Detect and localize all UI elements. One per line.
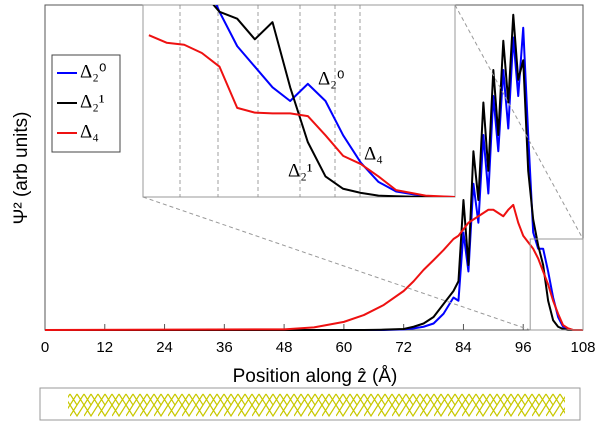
curves — [44, 13, 583, 331]
plot — [142, 4, 456, 198]
series-line — [215, 5, 455, 197]
annotation: Δ₄ — [364, 143, 383, 164]
x-tick-label: 48 — [276, 339, 293, 356]
y-axis-label: Ψ² (arb units) — [11, 111, 32, 224]
x-tick-label: 36 — [216, 339, 233, 356]
annotation: Δ₂¹ — [288, 160, 313, 181]
x-axis-label: Position along ẑ (Å) — [233, 366, 398, 387]
x-tick-label: 60 — [336, 339, 353, 356]
plot-frame — [142, 4, 456, 198]
x-tick-label: 96 — [515, 339, 532, 356]
series-line — [148, 34, 455, 197]
plots: 0 12 24 36 48 60 72 84 96 108 Δ₂⁰ Δ₂¹ Δ₄ — [41, 4, 596, 356]
legend-label: Δ₂⁰ — [80, 61, 106, 82]
legend-label: Δ₄ — [80, 121, 99, 142]
x-tick-label: 24 — [156, 339, 173, 356]
slab-atoms — [68, 388, 565, 420]
series-line — [212, 5, 455, 197]
curves — [148, 5, 455, 197]
x-tick-label: 84 — [455, 339, 472, 356]
annotation: Δ₂⁰ — [318, 68, 344, 89]
x-tick-label: 0 — [41, 339, 49, 356]
x-tick-label: 72 — [395, 339, 412, 356]
slab — [39, 387, 581, 421]
zoom-connector — [454, 4, 584, 240]
zoom-connector — [142, 196, 531, 331]
series-line — [44, 203, 583, 331]
x-tick-label: 108 — [570, 339, 595, 356]
x-tick-label: 12 — [96, 339, 113, 356]
zoom-box — [529, 238, 584, 331]
legend-label: Δ₂¹ — [80, 91, 105, 112]
series-line — [45, 13, 583, 331]
